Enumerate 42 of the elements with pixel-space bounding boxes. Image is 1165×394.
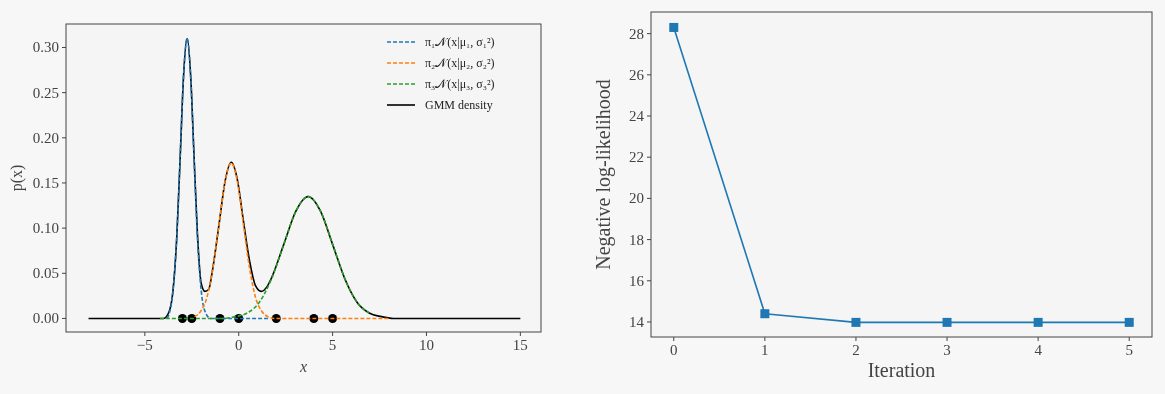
y-tick-label: 0.10	[32, 220, 59, 237]
y-tick-label: 22	[629, 149, 644, 166]
x-tick-label: −5	[136, 337, 153, 353]
line-series	[87, 37, 522, 320]
y-tick-label: 28	[629, 25, 644, 42]
legend-label: π₁𝒩(x|μ₁, σ₁²)	[425, 35, 495, 49]
x-tick-label: 5	[328, 337, 337, 353]
point	[669, 22, 679, 32]
point	[942, 317, 952, 327]
x-tick-label: 5	[1125, 342, 1133, 358]
y-tick-label: 0.20	[32, 129, 59, 146]
legend-label: π₂𝒩(x|μ₂, σ₂²)	[425, 56, 495, 70]
x-tick-label: 0	[234, 337, 243, 353]
y-tick-label: 0.30	[32, 39, 59, 56]
legend-label: GMM density	[425, 98, 493, 112]
line-series	[166, 37, 270, 320]
y-tick-label: 0.25	[32, 84, 59, 101]
point	[1124, 317, 1134, 327]
point	[1033, 317, 1043, 327]
y-axis-title: Negative log-likelihood	[592, 79, 615, 270]
point	[851, 317, 861, 327]
x-axis-title: x	[298, 358, 308, 375]
x-tick-label: 15	[512, 337, 528, 353]
x-tick-label: 1	[761, 342, 769, 358]
y-tick-label: 14	[629, 313, 645, 330]
x-tick-label: 0	[670, 342, 678, 358]
x-tick-label: 4	[1034, 342, 1043, 358]
y-tick-label: 18	[629, 231, 644, 248]
x-tick-label: 2	[852, 342, 860, 358]
y-tick-label: 0.00	[32, 310, 59, 327]
y-tick-label: 26	[629, 66, 645, 83]
y-tick-label: 0.15	[32, 174, 59, 191]
point	[760, 309, 770, 319]
legend-label: π₃𝒩(x|μ₃, σ₃²)	[425, 77, 495, 91]
y-tick-label: 16	[629, 272, 645, 289]
x-axis-title: Iteration	[867, 359, 936, 381]
x-tick-label: 10	[418, 337, 434, 353]
y-tick-label: 24	[629, 108, 645, 125]
y-axis-title: p(x)	[8, 164, 26, 192]
y-tick-label: 0.05	[32, 265, 59, 282]
y-tick-label: 20	[629, 190, 644, 207]
x-tick-label: 3	[943, 342, 951, 358]
